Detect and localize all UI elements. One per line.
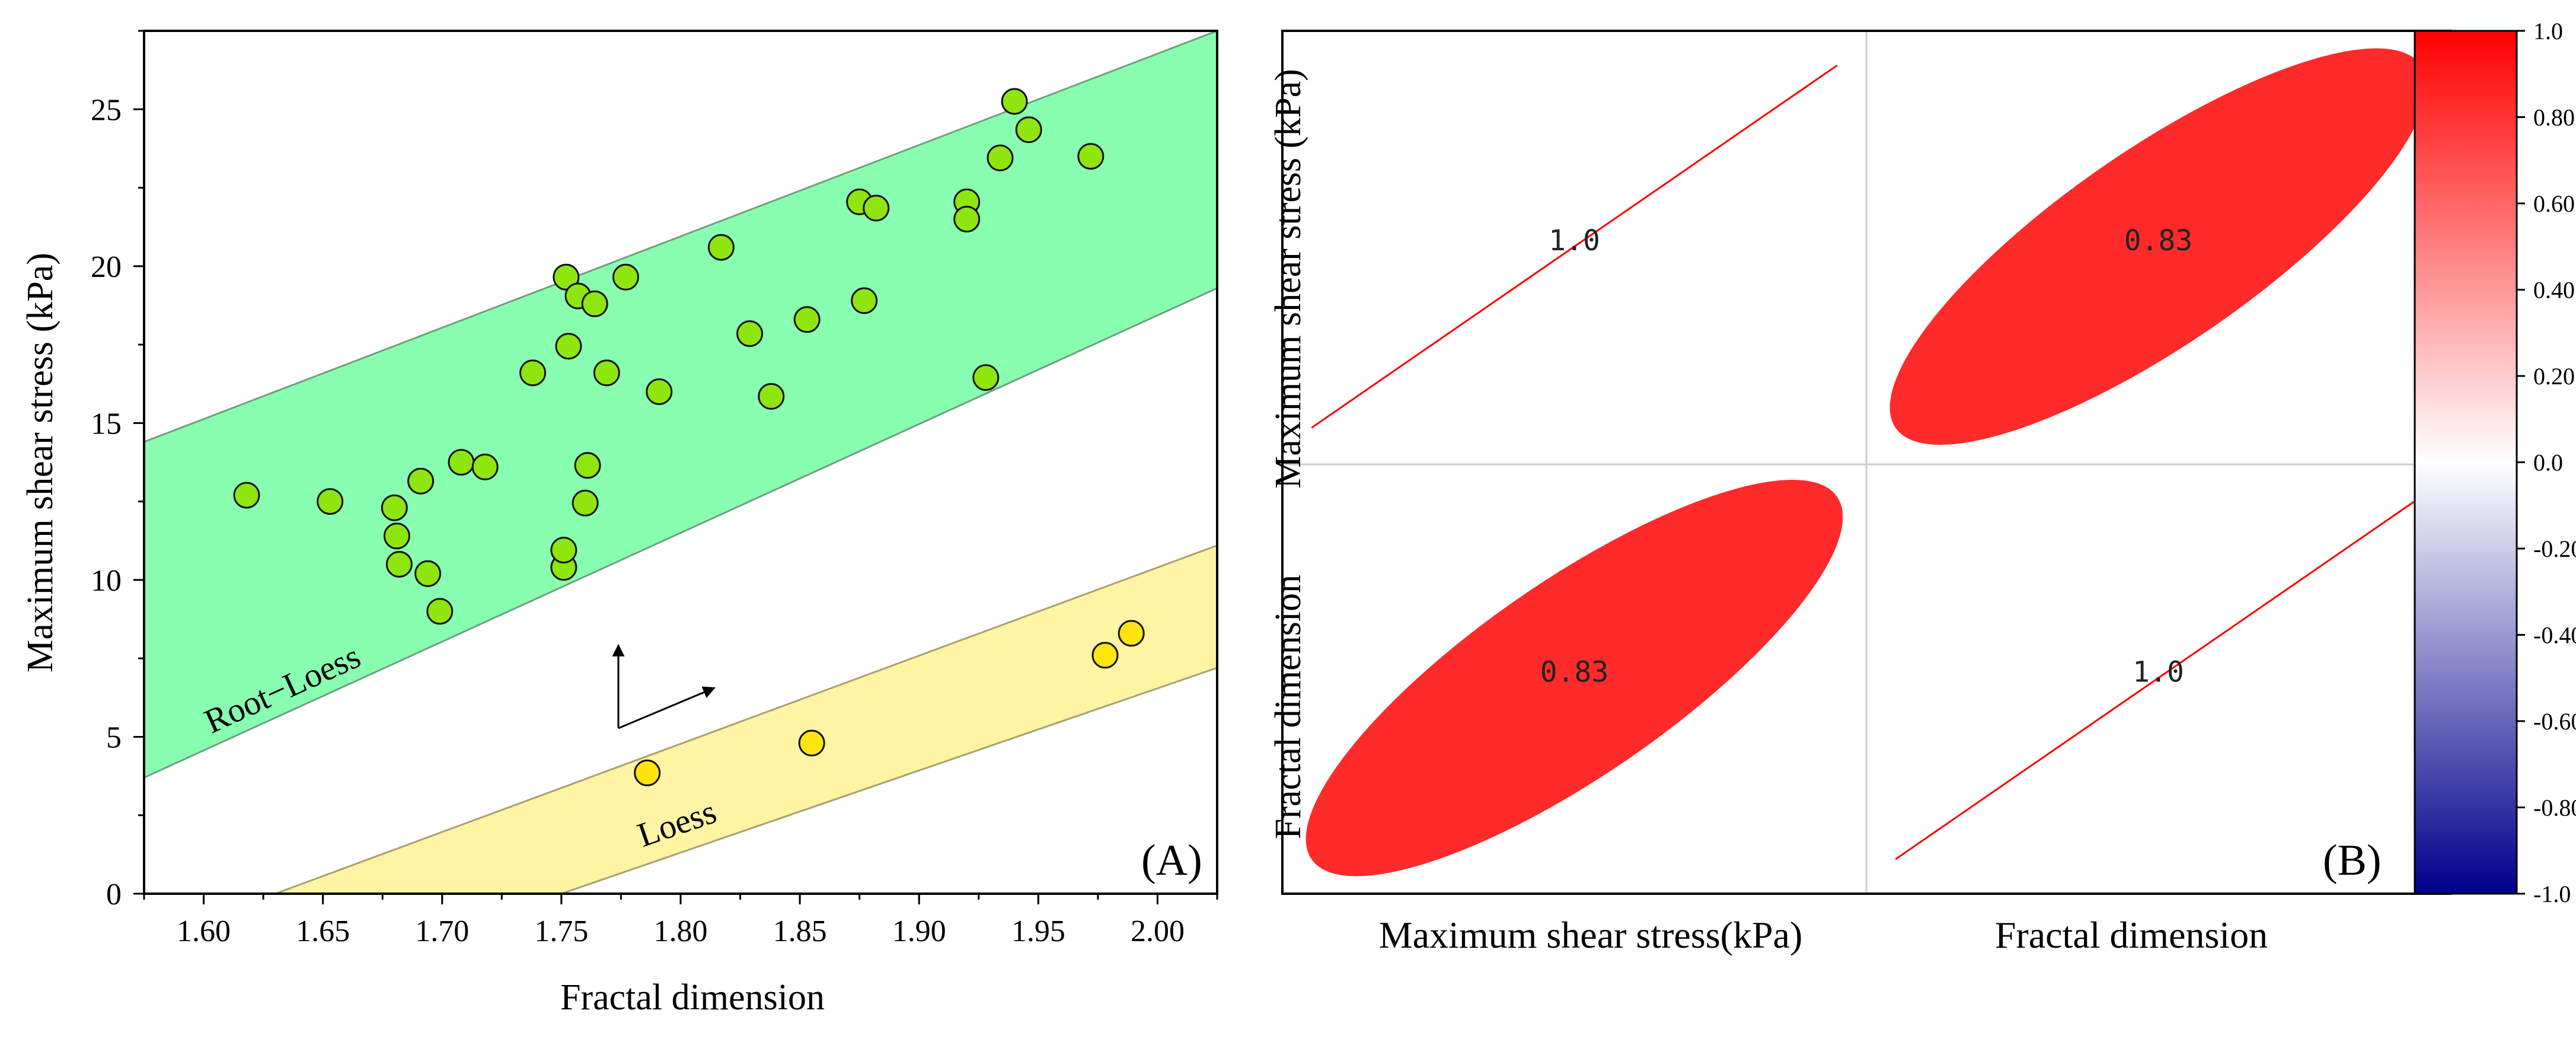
colorbar-tick-label: 0.60 xyxy=(2533,190,2575,217)
x-tick-label: 1.90 xyxy=(892,914,946,948)
band-lower-edge xyxy=(561,667,1217,894)
colorbar-tick-label: 0.80 xyxy=(2533,104,2575,131)
point-root-loess xyxy=(1015,116,1042,144)
point-loess xyxy=(1118,620,1145,647)
point-root-loess xyxy=(381,494,408,521)
band-upper-edge xyxy=(274,544,1217,894)
colorbar-tick-label: -0.40 xyxy=(2533,622,2576,649)
correlation-ellipse xyxy=(1889,48,2427,445)
panel-a: 1.60 1.65 1.70 1.75 1.80 1.85 1.90 1.95 2.00 0 5 1… xyxy=(20,30,1218,1018)
x-tick-label: 1.85 xyxy=(773,914,827,948)
point-root-loess xyxy=(317,488,344,515)
colorbar-tick-label: -0.80 xyxy=(2533,795,2576,821)
y-tick-label: 15 xyxy=(91,407,122,441)
colorbar-tick-label: -0.20 xyxy=(2533,536,2576,562)
confidence-bands xyxy=(144,31,1217,894)
point-root-loess xyxy=(550,537,577,564)
point-root-loess xyxy=(707,234,735,261)
x-axis-ticks: 1.60 1.65 1.70 1.75 1.80 1.85 1.90 1.95 2.00 xyxy=(143,894,1218,948)
point-root-loess xyxy=(793,306,821,333)
x-tick-label: 1.80 xyxy=(654,914,708,948)
point-root-loess xyxy=(471,453,499,480)
point-root-loess xyxy=(572,489,599,517)
y-tick-label: 25 xyxy=(91,93,122,127)
colorbar-tick-label: -0.60 xyxy=(2533,708,2576,735)
panel-b: 1.0 0.83 0.83 1.0 Maximum shear stress(kPa)… xyxy=(1268,18,2576,956)
point-root-loess xyxy=(863,195,890,222)
point-root-loess xyxy=(1001,88,1028,115)
point-loess xyxy=(634,759,661,786)
point-loess xyxy=(1091,642,1119,669)
point-root-loess xyxy=(574,452,601,479)
column-label-fractal-dimension: Fractal dimension xyxy=(1995,914,2268,956)
colorbar-tick-label: -1.0 xyxy=(2533,881,2571,907)
x-axis-label: Fractal dimension xyxy=(560,977,825,1018)
y-tick-label: 5 xyxy=(106,721,122,754)
point-root-loess xyxy=(407,467,435,495)
point-root-loess xyxy=(987,144,1014,171)
colorbar-tick-label: 0.40 xyxy=(2533,277,2575,304)
y-tick-label: 20 xyxy=(91,250,122,284)
x-tick-label: 2.00 xyxy=(1131,914,1185,948)
correlation-value: 0.83 xyxy=(2124,224,2193,257)
x-tick-label: 1.95 xyxy=(1011,914,1065,948)
point-root-loess xyxy=(736,320,764,348)
point-root-loess xyxy=(448,449,475,476)
point-root-loess xyxy=(758,383,785,410)
point-root-loess xyxy=(383,522,410,550)
point-root-loess xyxy=(233,482,260,509)
column-label-shear-stress: Maximum shear stress(kPa) xyxy=(1379,914,1803,956)
x-tick-label: 1.70 xyxy=(415,914,469,948)
point-root-loess xyxy=(593,359,620,387)
point-root-loess xyxy=(426,598,454,625)
y-tick-label: 10 xyxy=(91,564,122,598)
panel-label-b: (B) xyxy=(2323,836,2382,885)
band-root-loess xyxy=(144,31,1217,778)
panel-label-a: (A) xyxy=(1141,836,1202,885)
point-root-loess xyxy=(385,551,413,578)
x-tick-label: 1.65 xyxy=(296,914,350,948)
point-root-loess xyxy=(953,206,981,232)
row-label-fractal-dimension: Fractal dimension xyxy=(1268,575,1308,839)
y-axis-label: Maximum shear stress (kPa) xyxy=(20,253,60,673)
point-root-loess xyxy=(851,287,878,314)
correlation-ellipse xyxy=(1311,64,1838,429)
x-tick-label: 1.75 xyxy=(534,914,588,948)
y-axis-ticks: 0 5 10 15 20 25 xyxy=(91,30,144,911)
correlation-cells: 1.0 0.83 0.83 1.0 xyxy=(1305,48,2427,877)
point-loess xyxy=(798,729,825,757)
colorbar xyxy=(2414,30,2518,895)
band-lower-edge xyxy=(144,287,1217,779)
x-tick-label: 1.60 xyxy=(177,914,231,948)
point-root-loess xyxy=(581,290,608,317)
y-tick-label: 0 xyxy=(106,878,122,911)
point-root-loess xyxy=(612,263,639,291)
colorbar-ticks: 1.0 0.80 0.60 0.40 0.20 0.0 -0.20 -0.40 -0.60 -0.… xyxy=(2517,18,2576,907)
colorbar-tick-label: 0.20 xyxy=(2533,363,2575,390)
point-root-loess xyxy=(519,359,547,387)
colorbar-tick-label: 1.0 xyxy=(2533,18,2563,44)
band-upper-edge xyxy=(144,31,1217,443)
point-root-loess xyxy=(553,263,580,291)
point-root-loess xyxy=(555,333,582,360)
correlation-value: 0.83 xyxy=(1540,656,1609,689)
point-root-loess xyxy=(1077,143,1105,170)
correlation-ellipse xyxy=(1895,496,2422,860)
correlation-ellipse xyxy=(1305,480,1843,877)
correlation-value: 1.0 xyxy=(2133,656,2184,689)
point-root-loess xyxy=(646,378,673,405)
row-label-shear-stress: Maximum shear stress (kPa) xyxy=(1268,69,1308,489)
correlation-value: 1.0 xyxy=(1549,224,1600,257)
arrow-diagonal-icon xyxy=(618,686,716,729)
point-root-loess xyxy=(414,560,442,587)
scatter-points xyxy=(233,88,1145,786)
point-root-loess xyxy=(972,364,1000,391)
colorbar-tick-label: 0.0 xyxy=(2533,450,2563,476)
